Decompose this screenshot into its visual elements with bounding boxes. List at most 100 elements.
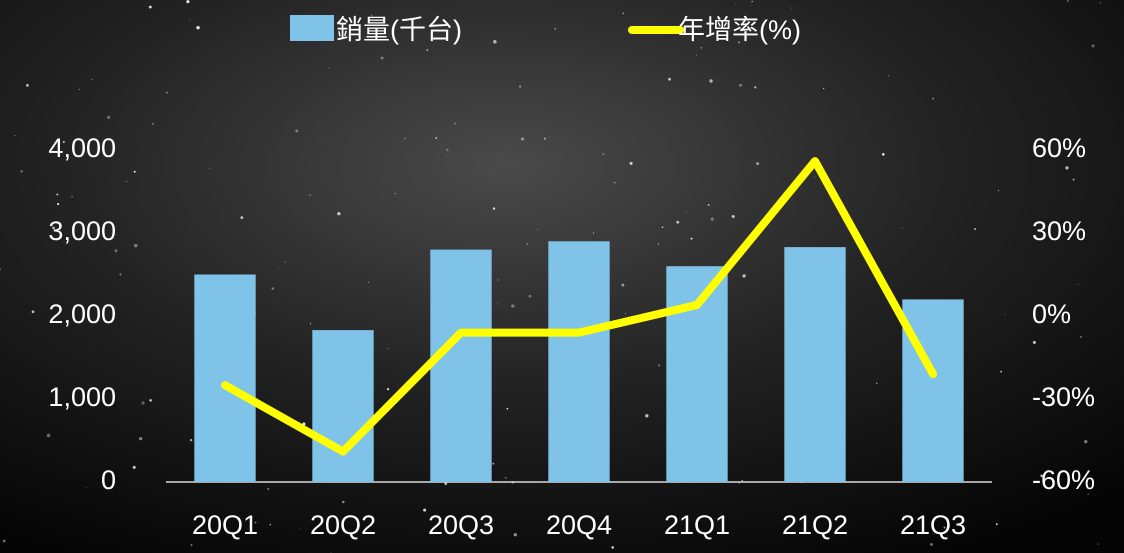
star: [31, 310, 35, 314]
star: [887, 74, 890, 77]
legend-label: 銷量(千台): [336, 15, 462, 45]
star: [1084, 439, 1088, 444]
x-tick-label: 20Q1: [192, 510, 258, 540]
x-tick-label: 21Q1: [664, 510, 730, 540]
star: [1072, 178, 1075, 181]
legend-swatch: [290, 15, 334, 41]
star: [57, 203, 60, 206]
star: [661, 226, 664, 228]
star: [208, 167, 210, 169]
star: [543, 137, 546, 140]
star: [511, 304, 515, 308]
star: [446, 148, 449, 152]
star: [394, 193, 396, 195]
star: [149, 399, 152, 402]
star: [404, 137, 406, 140]
star: [645, 414, 649, 418]
star: [1078, 284, 1079, 285]
star: [189, 438, 193, 442]
star: [1040, 474, 1044, 478]
star: [611, 546, 614, 549]
star: [20, 170, 23, 173]
star: [71, 195, 73, 198]
star: [133, 170, 136, 173]
star: [710, 217, 714, 221]
star: [735, 3, 736, 5]
star: [141, 401, 145, 405]
star: [1099, 2, 1101, 4]
star: [56, 193, 59, 196]
star: [621, 283, 625, 287]
star: [504, 476, 507, 479]
star: [423, 508, 427, 512]
y2-tick-label: 0%: [1032, 299, 1071, 329]
y-tick-label: 2,000: [48, 299, 116, 329]
star: [943, 526, 946, 529]
star: [876, 382, 878, 384]
star: [278, 266, 280, 268]
star: [622, 12, 625, 15]
star: [497, 303, 499, 305]
star: [295, 129, 299, 133]
star: [367, 281, 370, 283]
star: [132, 465, 136, 469]
star: [0, 268, 2, 271]
bar: [194, 274, 256, 482]
star: [519, 85, 522, 88]
star: [284, 261, 286, 263]
star: [1066, 0, 1069, 2]
star: [668, 77, 671, 81]
star: [756, 162, 760, 166]
star: [337, 211, 341, 216]
star: [119, 273, 122, 276]
star: [126, 180, 128, 182]
y-tick-label: 0: [101, 465, 116, 495]
star: [240, 216, 244, 219]
star: [593, 521, 595, 523]
star: [1091, 44, 1095, 48]
star: [528, 294, 532, 298]
bar: [430, 249, 492, 482]
y2-tick-label: 60%: [1032, 133, 1086, 163]
star: [309, 194, 312, 196]
star: [685, 211, 687, 214]
star: [657, 243, 659, 245]
star: [995, 523, 998, 526]
x-tick-label: 21Q2: [782, 510, 848, 540]
bar: [312, 330, 374, 482]
bar: [548, 241, 610, 482]
star: [700, 46, 703, 49]
x-tick-label: 20Q3: [428, 510, 494, 540]
star: [52, 226, 55, 230]
y2-tick-label: -60%: [1032, 465, 1095, 495]
star: [26, 84, 29, 87]
star: [554, 27, 557, 30]
star: [709, 79, 713, 83]
star: [614, 182, 616, 184]
y-tick-label: 3,000: [48, 216, 116, 246]
star: [446, 156, 448, 158]
star: [695, 54, 697, 56]
star: [186, 0, 190, 4]
bar: [666, 266, 728, 482]
star: [513, 533, 517, 537]
star: [62, 140, 65, 144]
star: [741, 480, 743, 482]
star: [742, 274, 746, 278]
star: [823, 87, 825, 90]
star: [328, 67, 330, 69]
star: [754, 86, 757, 89]
star: [624, 313, 627, 315]
star: [299, 528, 301, 530]
star: [814, 176, 816, 178]
line: [221, 157, 937, 456]
bar: [784, 247, 846, 482]
star: [386, 387, 390, 391]
star: [78, 88, 80, 90]
star: [492, 207, 496, 210]
star: [151, 122, 154, 125]
star: [310, 323, 312, 325]
star: [738, 482, 740, 485]
